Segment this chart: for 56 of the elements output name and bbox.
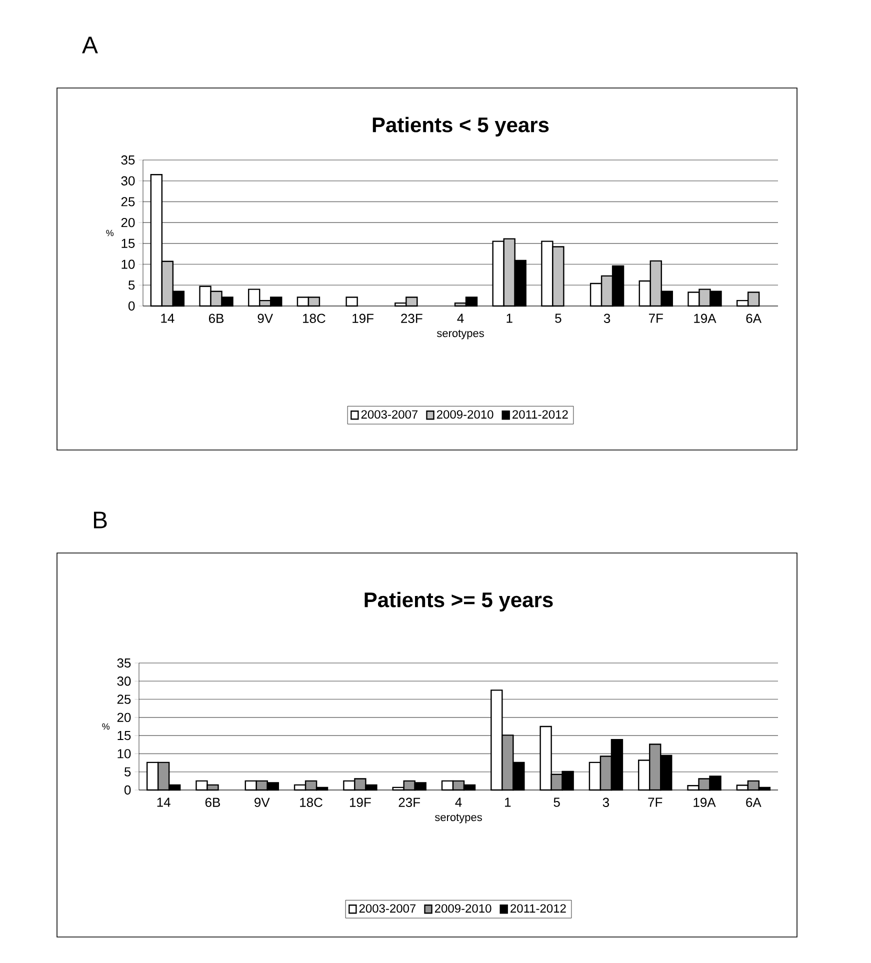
x-tick-label: 6A [746, 314, 762, 323]
x-tick-label: 19A [694, 798, 716, 807]
y-axis-title: % [102, 723, 110, 730]
chart-title: Patients < 5 years [372, 116, 549, 136]
y-axis-title: % [106, 230, 114, 236]
text: A [82, 36, 98, 54]
y-tick-label: 15 [118, 731, 131, 740]
x-tick-label: 4 [457, 314, 464, 323]
y-tick-label: 25 [117, 694, 131, 704]
x-tick-label: 3 [604, 314, 610, 323]
legend-label: 2009-2010 [436, 410, 494, 419]
x-tick-label: 5 [554, 798, 560, 807]
y-tick-label: 10 [122, 260, 135, 269]
x-tick-label: 6A [746, 798, 762, 807]
y-tick-label: 35 [121, 155, 135, 165]
x-tick-label: 19F [352, 314, 374, 323]
y-tick-label: 0 [128, 301, 135, 311]
y-tick-label: 0 [124, 785, 131, 795]
x-tick-label: 5 [555, 314, 562, 323]
x-tick-label: 7F [648, 798, 662, 807]
x-axis-title: serotypes [434, 814, 482, 824]
x-tick-label: 14 [161, 314, 174, 323]
x-tick-label: 9V [258, 314, 274, 323]
legend-label: 2009-2010 [434, 904, 492, 913]
x-tick-label: 1 [506, 314, 512, 323]
y-tick-label: 35 [117, 658, 131, 668]
y-tick-label: 20 [121, 218, 135, 228]
y-tick-label: 25 [121, 197, 135, 206]
y-tick-label: 5 [128, 280, 135, 290]
y-tick-label: 30 [121, 176, 135, 186]
y-tick-label: 15 [122, 238, 135, 248]
x-tick-label: 3 [602, 798, 610, 807]
y-tick-label: 10 [118, 749, 131, 758]
x-axis-title: serotypes [436, 330, 484, 340]
legend-label: 2011-2012 [512, 410, 568, 419]
x-tick-label: 4 [455, 798, 462, 807]
x-tick-label: 6B [205, 798, 220, 807]
legend-label: 2003-2007 [359, 904, 416, 913]
x-tick-label: 19F [350, 798, 371, 807]
x-tick-label: 18C [300, 798, 322, 807]
x-tick-label: 23F [398, 798, 420, 807]
x-tick-label: 18C [303, 314, 326, 323]
x-tick-label: 1 [505, 798, 511, 807]
legend-label: 2011-2012 [510, 904, 566, 913]
legend-label: 2003-2007 [361, 410, 418, 419]
x-tick-label: 19A [694, 314, 716, 323]
text: B [94, 512, 107, 528]
y-tick-label: 20 [117, 712, 131, 722]
x-tick-label: 7F [648, 314, 663, 323]
x-tick-label: 23F [401, 314, 422, 323]
chart-title: Patients >= 5 years [364, 592, 553, 612]
x-tick-label: 9V [254, 798, 270, 807]
x-tick-label: 6B [208, 314, 224, 323]
y-tick-label: 30 [117, 676, 131, 686]
x-tick-label: 14 [157, 798, 170, 807]
y-tick-label: 5 [124, 767, 131, 776]
